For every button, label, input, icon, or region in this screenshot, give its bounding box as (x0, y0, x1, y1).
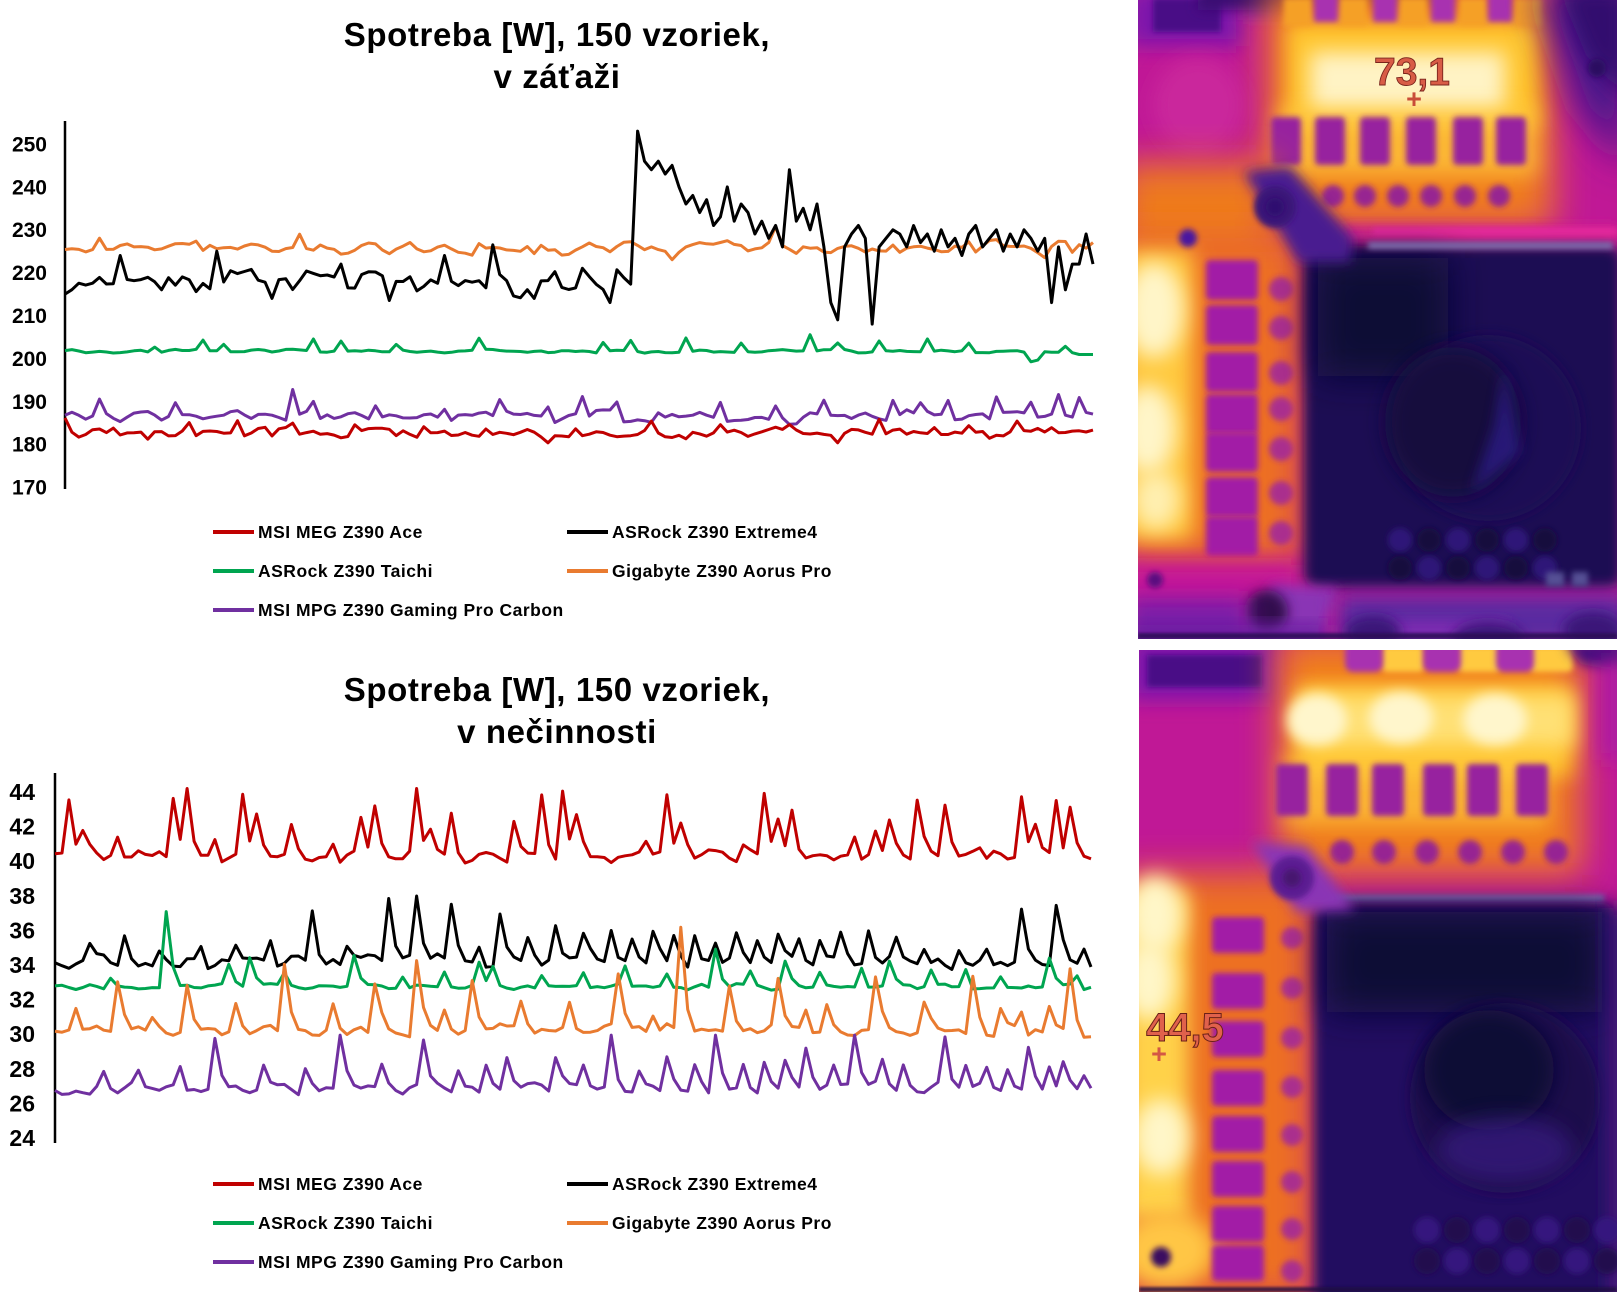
svg-text:+: + (1406, 84, 1422, 114)
svg-text:Spotreba [W], 150 vzoriek,: Spotreba [W], 150 vzoriek, (344, 16, 770, 53)
svg-text:30: 30 (9, 1021, 35, 1047)
svg-text:240: 240 (12, 176, 47, 199)
svg-text:MSI MPG Z390 Gaming Pro Carbon: MSI MPG Z390 Gaming Pro Carbon (258, 600, 564, 620)
svg-text:36: 36 (9, 917, 35, 943)
svg-text:26: 26 (9, 1090, 35, 1116)
svg-text:Gigabyte Z390 Aorus Pro: Gigabyte Z390 Aorus Pro (612, 1213, 832, 1233)
svg-text:38: 38 (9, 883, 35, 909)
svg-text:v záťaži: v záťaži (493, 58, 620, 95)
svg-text:MSI MEG Z390 Ace: MSI MEG Z390 Ace (258, 522, 423, 542)
svg-text:200: 200 (12, 348, 47, 371)
svg-text:44,5: 44,5 (1146, 1006, 1224, 1050)
svg-text:ASRock Z390 Extreme4: ASRock Z390 Extreme4 (612, 522, 818, 542)
svg-text:40: 40 (9, 848, 35, 874)
svg-text:ASRock Z390 Taichi: ASRock Z390 Taichi (258, 1213, 433, 1233)
svg-text:v nečinnosti: v nečinnosti (457, 713, 657, 750)
svg-text:180: 180 (12, 434, 47, 457)
svg-text:MSI MEG Z390 Ace: MSI MEG Z390 Ace (258, 1174, 423, 1194)
svg-text:ASRock Z390 Extreme4: ASRock Z390 Extreme4 (612, 1174, 818, 1194)
svg-text:170: 170 (12, 477, 47, 500)
svg-text:Spotreba [W], 150 vzoriek,: Spotreba [W], 150 vzoriek, (344, 671, 770, 708)
svg-text:42: 42 (9, 814, 35, 840)
svg-text:190: 190 (12, 391, 47, 414)
svg-text:+: + (1151, 1039, 1167, 1069)
svg-text:34: 34 (9, 952, 35, 978)
svg-text:73,1: 73,1 (1374, 51, 1450, 94)
svg-text:24: 24 (9, 1125, 35, 1151)
svg-text:250: 250 (12, 134, 47, 157)
svg-text:Gigabyte Z390 Aorus Pro: Gigabyte Z390 Aorus Pro (612, 561, 832, 581)
svg-text:28: 28 (9, 1056, 35, 1082)
svg-text:ASRock Z390 Taichi: ASRock Z390 Taichi (258, 561, 433, 581)
svg-text:44: 44 (9, 779, 35, 805)
svg-text:210: 210 (12, 305, 47, 328)
svg-text:MSI MPG Z390 Gaming Pro Carbon: MSI MPG Z390 Gaming Pro Carbon (258, 1252, 564, 1272)
svg-text:220: 220 (12, 262, 47, 285)
svg-text:32: 32 (9, 987, 35, 1013)
svg-text:230: 230 (12, 219, 47, 242)
